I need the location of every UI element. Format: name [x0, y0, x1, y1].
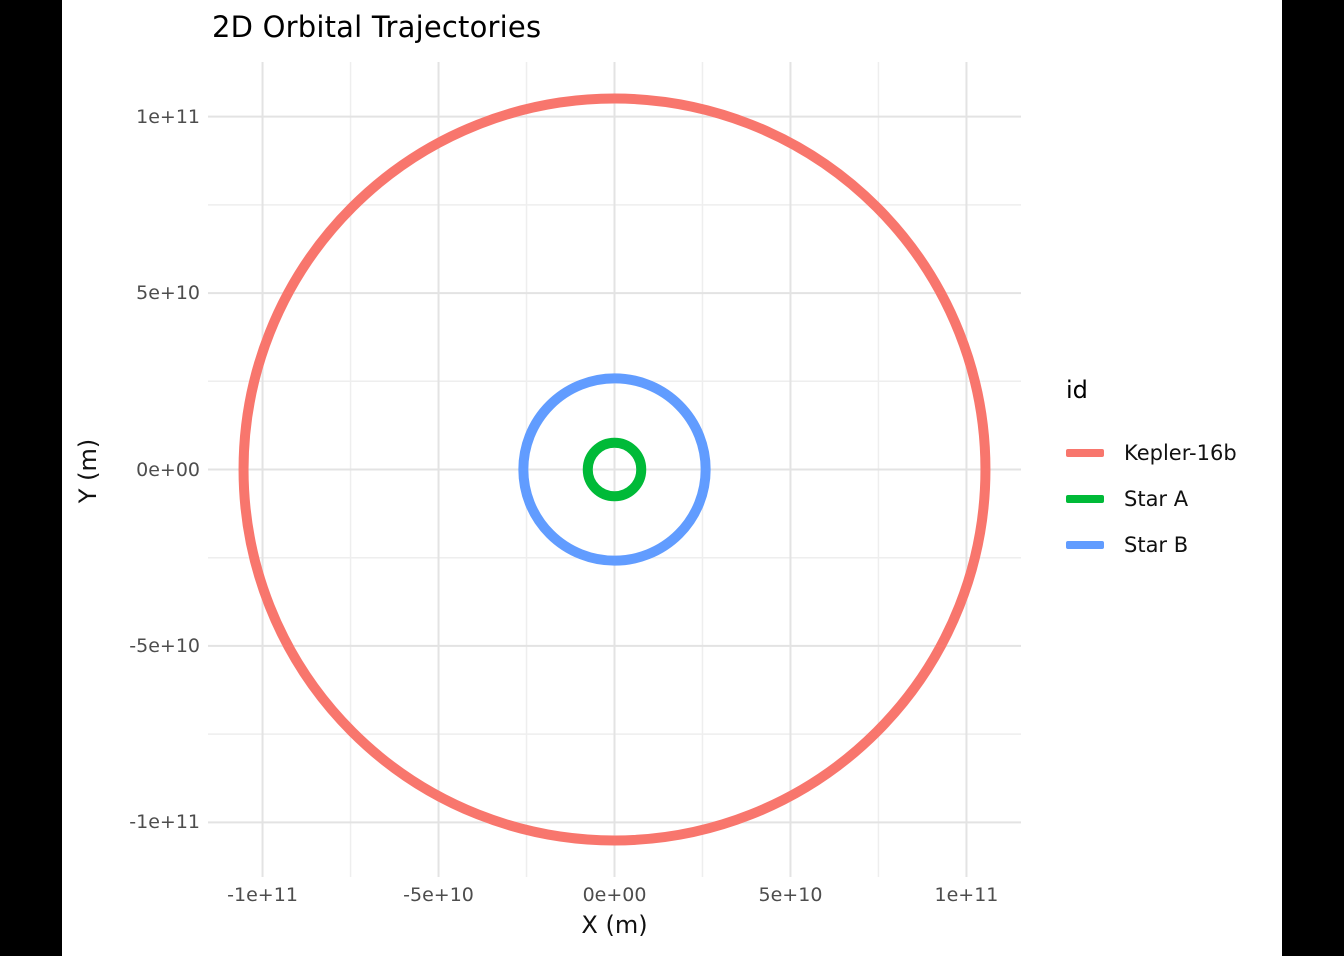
x-tick-label: 5e+10 — [758, 884, 823, 906]
chart-title: 2D Orbital Trajectories — [212, 10, 542, 44]
letterbox-right — [1282, 0, 1344, 956]
chart-figure: 2D Orbital Trajectories -1e+11 -5e+10 0e+0… — [62, 0, 1282, 956]
y-tick-label: -1e+11 — [129, 811, 200, 834]
legend-item-star-b: Star B — [1066, 522, 1237, 568]
y-axis-title: Y (m) — [74, 438, 102, 504]
x-tick-label: 1e+11 — [934, 884, 999, 906]
orbit-path-star-b — [518, 373, 711, 566]
y-tick-label: 1e+11 — [136, 105, 200, 128]
letterbox-left — [0, 0, 62, 956]
y-tick-label: 0e+00 — [136, 458, 200, 481]
legend-key-icon — [1066, 541, 1104, 549]
legend-key-icon — [1066, 449, 1104, 457]
x-tick-label: 0e+00 — [582, 884, 647, 906]
legend-key-icon — [1066, 495, 1104, 503]
y-tick-label: -5e+10 — [129, 634, 200, 657]
legend-item-star-a: Star A — [1066, 476, 1237, 522]
legend-items: Kepler-16b Star A Star B — [1066, 430, 1237, 568]
orbit-path-star-a — [582, 437, 647, 502]
legend-item-label: Star B — [1124, 533, 1189, 557]
legend-title: id — [1066, 376, 1088, 404]
x-tick-label: -5e+10 — [403, 884, 474, 906]
legend-item-label: Kepler-16b — [1124, 441, 1237, 465]
orbit-path-kepler-16b — [238, 93, 991, 846]
plot-panel — [208, 62, 1021, 877]
legend-item-kepler-16b: Kepler-16b — [1066, 430, 1237, 476]
legend: id Kepler-16b Star A Star B — [1066, 376, 1237, 568]
y-tick-label: 5e+10 — [136, 282, 200, 305]
x-axis-title: X (m) — [581, 911, 648, 939]
x-tick-label: -1e+11 — [227, 884, 298, 906]
legend-item-label: Star A — [1124, 487, 1189, 511]
